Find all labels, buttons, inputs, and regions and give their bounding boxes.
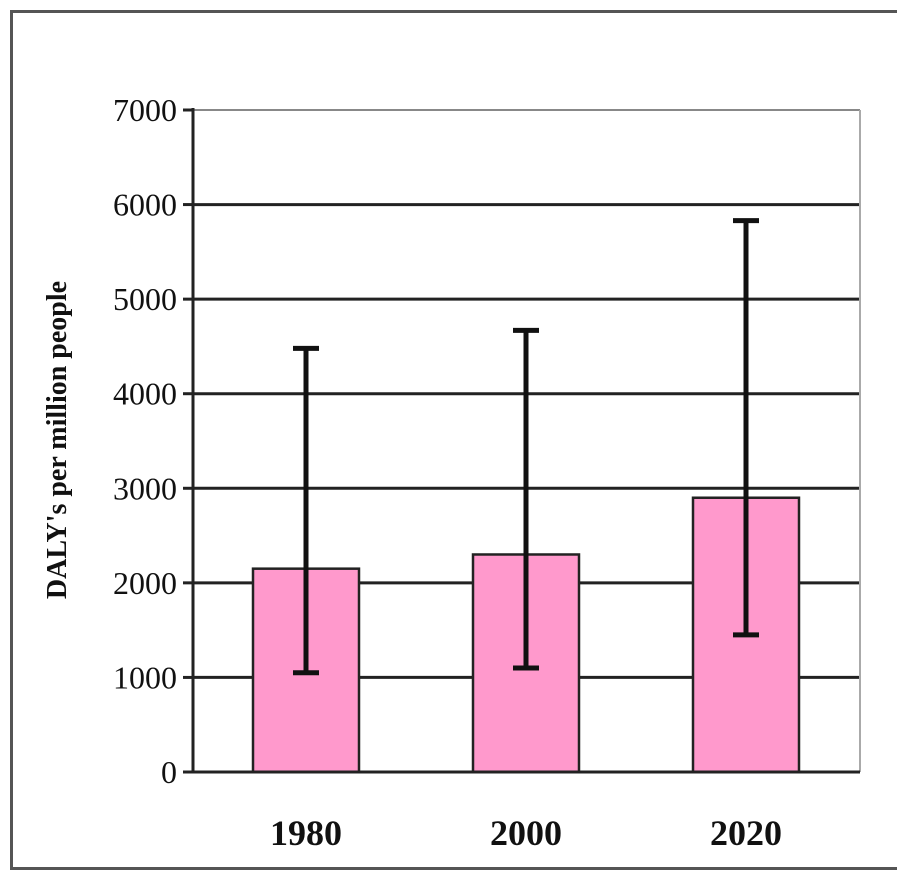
x-tick-label-2020: 2020 [710, 813, 782, 853]
error-bar-2020 [733, 218, 759, 638]
error-bars [293, 218, 759, 676]
x-tick-labels: 1980 2000 2020 [270, 813, 782, 853]
axes [183, 108, 861, 774]
y-tick-label-3000: 3000 [113, 470, 177, 506]
y-tick-label-2000: 2000 [113, 565, 177, 601]
y-tick-label-6000: 6000 [113, 187, 177, 223]
x-tick-label-2000: 2000 [490, 813, 562, 853]
error-bar-1980 [293, 345, 319, 676]
y-tick-label-7000: 7000 [113, 92, 177, 128]
x-tick-label-1980: 1980 [270, 813, 342, 853]
y-axis-title: DALY's per million people [42, 281, 73, 599]
y-tick-label-4000: 4000 [113, 376, 177, 412]
y-tick-label-5000: 5000 [113, 281, 177, 317]
error-bar-2000 [513, 327, 539, 671]
y-tick-label-1000: 1000 [113, 659, 177, 695]
y-tick-label-0: 0 [161, 754, 177, 790]
y-tick-labels: 0 1000 2000 3000 4000 5000 6000 7000 [113, 92, 177, 790]
